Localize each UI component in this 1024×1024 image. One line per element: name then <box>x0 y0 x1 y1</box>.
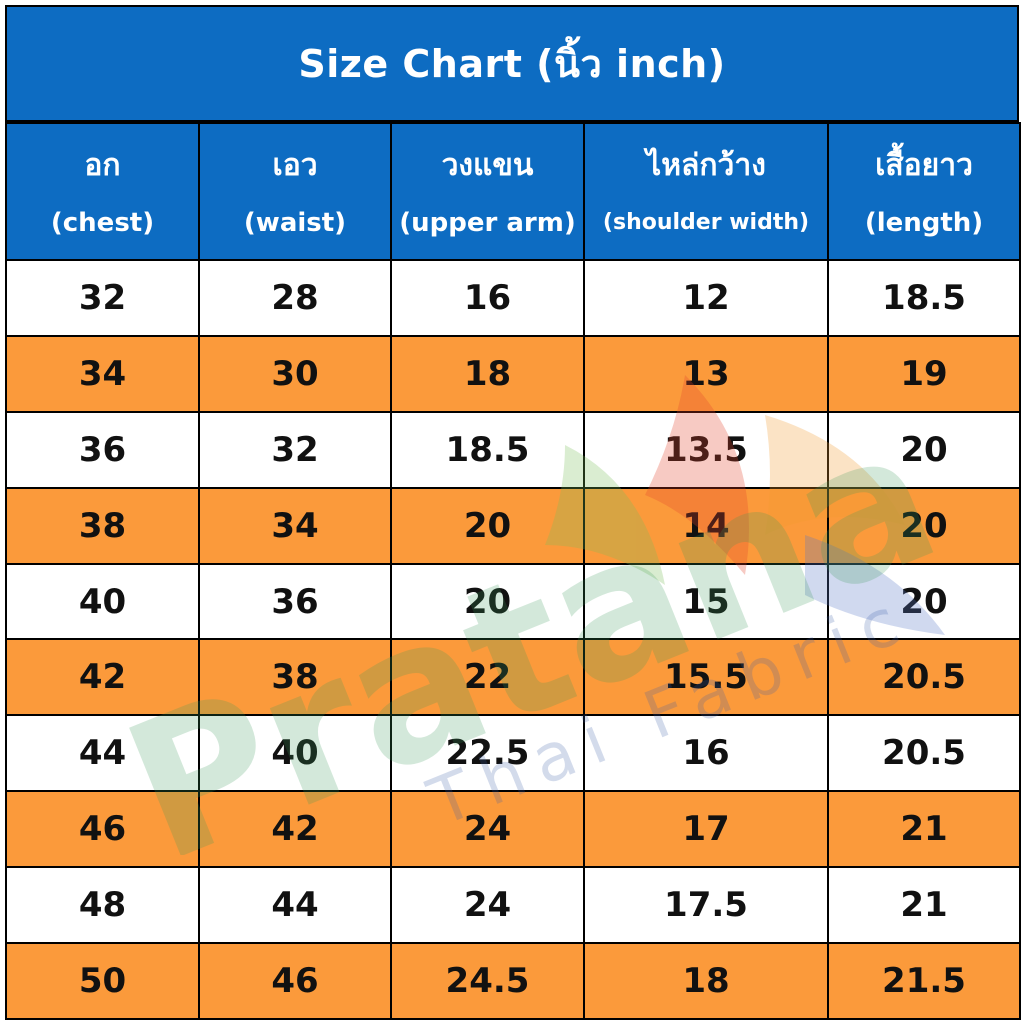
cell-waist: 30 <box>198 334 392 413</box>
table-row: 40 36 20 15 20 <box>5 562 1021 641</box>
header-english: (chest) <box>50 207 155 238</box>
table-row: 34 30 18 13 19 <box>5 334 1021 413</box>
header-thai: เสื้อยาว <box>875 147 973 183</box>
header-row: อก (chest) เอว (waist) วงแขน (upper arm)… <box>5 122 1021 261</box>
cell-waist: 46 <box>198 942 392 1020</box>
cell-shoulder-width: 17.5 <box>583 866 829 945</box>
cell-shoulder-width: 13.5 <box>583 410 829 489</box>
chart-title: Size Chart (นิ้ว inch) <box>298 42 726 86</box>
cell-shoulder-width: 16 <box>583 714 829 793</box>
header-thai: ไหล่กว้าง <box>646 147 766 183</box>
cell-upper-arm: 20 <box>390 486 585 565</box>
cell-upper-arm: 22.5 <box>390 714 585 793</box>
cell-waist: 34 <box>198 486 392 565</box>
table-row: 32 28 16 12 18.5 <box>5 259 1021 337</box>
header-thai: อก <box>84 147 121 183</box>
cell-shoulder-width: 15.5 <box>583 638 829 717</box>
title-bar: Size Chart (นิ้ว inch) <box>5 5 1019 122</box>
cell-length: 20 <box>827 410 1021 489</box>
cell-shoulder-width: 12 <box>583 259 829 337</box>
table-row: 38 34 20 14 20 <box>5 486 1021 565</box>
header-english: (upper arm) <box>399 207 576 238</box>
cell-chest: 44 <box>5 714 200 793</box>
cell-length: 20.5 <box>827 638 1021 717</box>
cell-shoulder-width: 15 <box>583 562 829 641</box>
cell-chest: 46 <box>5 790 200 869</box>
cell-upper-arm: 18 <box>390 334 585 413</box>
size-chart: Size Chart (นิ้ว inch) อก (chest) เอว (w… <box>5 5 1021 1020</box>
cell-upper-arm: 16 <box>390 259 585 337</box>
cell-chest: 50 <box>5 942 200 1020</box>
cell-waist: 28 <box>198 259 392 337</box>
cell-shoulder-width: 17 <box>583 790 829 869</box>
cell-chest: 32 <box>5 259 200 337</box>
cell-waist: 32 <box>198 410 392 489</box>
cell-waist: 44 <box>198 866 392 945</box>
cell-length: 21 <box>827 866 1021 945</box>
cell-upper-arm: 24 <box>390 866 585 945</box>
table-row: 44 40 22.5 16 20.5 <box>5 714 1021 793</box>
table-row: 48 44 24 17.5 21 <box>5 866 1021 945</box>
header-shoulder-width: ไหล่กว้าง (shoulder width) <box>583 122 829 261</box>
cell-length: 19 <box>827 334 1021 413</box>
cell-chest: 40 <box>5 562 200 641</box>
header-thai: วงแขน <box>441 147 534 183</box>
size-table: อก (chest) เอว (waist) วงแขน (upper arm)… <box>5 122 1021 1020</box>
cell-chest: 48 <box>5 866 200 945</box>
table-row: 50 46 24.5 18 21.5 <box>5 942 1021 1020</box>
header-chest: อก (chest) <box>5 122 200 261</box>
header-thai: เอว <box>272 147 318 183</box>
cell-length: 20 <box>827 562 1021 641</box>
cell-length: 18.5 <box>827 259 1021 337</box>
cell-waist: 36 <box>198 562 392 641</box>
table-row: 46 42 24 17 21 <box>5 790 1021 869</box>
table-row: 42 38 22 15.5 20.5 <box>5 638 1021 717</box>
cell-waist: 40 <box>198 714 392 793</box>
cell-length: 20 <box>827 486 1021 565</box>
cell-upper-arm: 20 <box>390 562 585 641</box>
cell-length: 20.5 <box>827 714 1021 793</box>
cell-upper-arm: 24 <box>390 790 585 869</box>
cell-chest: 36 <box>5 410 200 489</box>
cell-waist: 38 <box>198 638 392 717</box>
cell-upper-arm: 18.5 <box>390 410 585 489</box>
header-english: (waist) <box>243 207 347 238</box>
cell-shoulder-width: 18 <box>583 942 829 1020</box>
cell-chest: 42 <box>5 638 200 717</box>
header-upper-arm: วงแขน (upper arm) <box>390 122 585 261</box>
cell-length: 21 <box>827 790 1021 869</box>
cell-length: 21.5 <box>827 942 1021 1020</box>
header-waist: เอว (waist) <box>198 122 392 261</box>
cell-shoulder-width: 14 <box>583 486 829 565</box>
cell-upper-arm: 24.5 <box>390 942 585 1020</box>
cell-waist: 42 <box>198 790 392 869</box>
header-english: (length) <box>864 207 984 238</box>
cell-chest: 34 <box>5 334 200 413</box>
header-english: (shoulder width) <box>602 209 810 235</box>
cell-chest: 38 <box>5 486 200 565</box>
table-row: 36 32 18.5 13.5 20 <box>5 410 1021 489</box>
cell-shoulder-width: 13 <box>583 334 829 413</box>
cell-upper-arm: 22 <box>390 638 585 717</box>
header-length: เสื้อยาว (length) <box>827 122 1021 261</box>
